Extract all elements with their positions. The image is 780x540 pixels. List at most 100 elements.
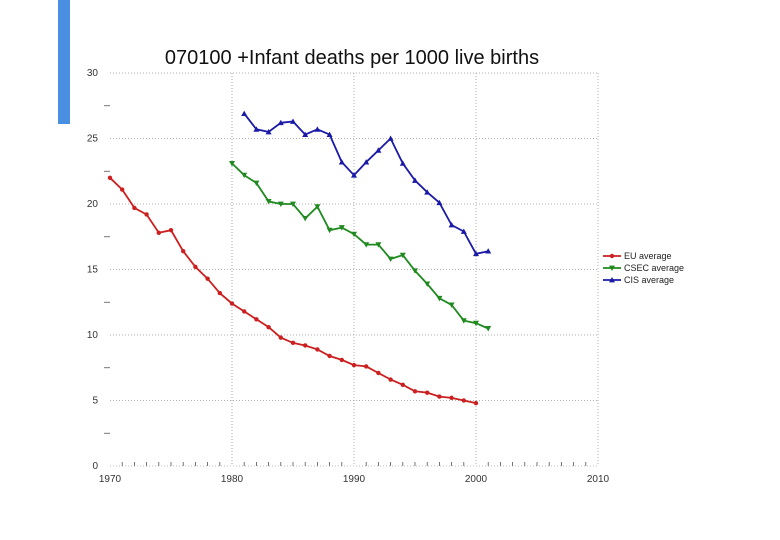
data-point-csec-average: [473, 320, 479, 327]
data-point-eu-average: [107, 175, 113, 180]
axes: 0 5 10 15 20 25 30 1970 1980 1990 2000 2010: [87, 68, 610, 485]
data-point-eu-average: [303, 343, 308, 348]
data-point-csec-average: [265, 198, 272, 205]
data-point-csec-average: [363, 242, 370, 248]
data-point-csec-average: [375, 242, 382, 248]
data-point-cis-average: [302, 131, 309, 137]
data-point-csec-average: [448, 302, 455, 308]
data-point-eu-average: [437, 394, 442, 399]
data-point-eu-average: [266, 324, 271, 330]
data-point-eu-average: [290, 340, 296, 346]
slide-accent-bar: [58, 0, 70, 124]
data-point-cis-average: [473, 250, 479, 257]
data-point-cis-average: [412, 177, 418, 183]
data-point-cis-average: [351, 172, 357, 178]
legend: EU average CSEC average CIS average: [603, 251, 684, 285]
data-point-csec-average: [387, 256, 394, 263]
data-point-eu-average: [229, 301, 235, 306]
data-point-csec-average: [399, 252, 406, 259]
y-tick-label: 0: [92, 461, 98, 472]
data-point-cis-average: [448, 221, 455, 228]
data-point-cis-average: [338, 159, 345, 165]
data-point-eu-average: [327, 353, 332, 359]
data-point-eu-average: [242, 309, 247, 314]
y-tick-label: 30: [87, 68, 99, 79]
data-point-csec-average: [460, 318, 467, 324]
data-point-eu-average: [168, 228, 174, 233]
data-point-eu-average: [425, 390, 430, 395]
legend-item-cis-average: CIS average: [603, 275, 674, 285]
y-tick-label: 25: [87, 134, 99, 145]
chart-title: 070100 +Infant deaths per 1000 live birt…: [165, 47, 539, 69]
series-line-eu-average: [109, 177, 477, 404]
data-point-eu-average: [461, 398, 466, 403]
data-point-eu-average: [412, 389, 418, 394]
data-point-eu-average: [181, 248, 186, 254]
series-csec-average: [229, 160, 492, 332]
y-tick-label: 20: [87, 199, 99, 210]
y-tick-label: 5: [92, 396, 98, 407]
data-point-cis-average: [460, 228, 467, 234]
legend-label: CIS average: [624, 275, 674, 285]
data-point-eu-average: [254, 317, 259, 322]
legend-swatch-marker: [609, 277, 615, 283]
x-tick-label: 2010: [587, 474, 610, 485]
data-point-csec-average: [229, 160, 235, 167]
legend-label: CSEC average: [624, 263, 684, 273]
series-line-csec-average: [231, 162, 489, 330]
data-point-csec-average: [302, 216, 309, 222]
data-point-cis-average: [387, 135, 394, 141]
data-point-eu-average: [144, 212, 149, 217]
series-cis-average: [241, 110, 492, 257]
data-point-cis-average: [399, 160, 406, 166]
data-point-csec-average: [485, 326, 492, 332]
data-point-csec-average: [424, 281, 431, 287]
data-point-csec-average: [314, 204, 321, 210]
data-point-csec-average: [241, 172, 248, 179]
data-point-eu-average: [473, 400, 479, 406]
data-point-csec-average: [436, 295, 443, 302]
data-point-cis-average: [326, 131, 333, 137]
data-point-eu-average: [388, 377, 393, 382]
x-tick-label: 2000: [465, 474, 488, 485]
legend-label: EU average: [624, 251, 672, 261]
data-point-csec-average: [290, 201, 296, 207]
data-point-eu-average: [449, 395, 454, 401]
data-point-cis-average: [253, 126, 260, 132]
data-point-cis-average: [314, 126, 321, 132]
y-tick-label: 15: [87, 265, 99, 276]
data-point-cis-average: [265, 128, 272, 135]
data-point-eu-average: [132, 205, 137, 211]
data-point-eu-average: [120, 187, 125, 192]
series-eu-average: [107, 175, 479, 406]
legend-item-csec-average: CSEC average: [603, 263, 684, 273]
data-point-csec-average: [351, 231, 357, 238]
data-point-csec-average: [338, 225, 345, 231]
data-point-eu-average: [156, 230, 161, 236]
x-tick-label: 1980: [221, 474, 244, 485]
data-point-eu-average: [339, 357, 344, 363]
data-point-eu-average: [315, 347, 320, 352]
data-point-eu-average: [351, 362, 357, 368]
data-point-eu-average: [278, 335, 283, 340]
data-point-cis-average: [290, 118, 296, 124]
data-point-cis-average: [363, 159, 370, 165]
legend-item-eu-average: EU average: [603, 251, 672, 261]
data-point-csec-average: [412, 268, 418, 274]
grid: [110, 72, 599, 466]
y-tick-label: 10: [87, 330, 99, 341]
data-point-csec-average: [326, 227, 333, 234]
legend-swatch-marker: [609, 253, 615, 259]
data-point-cis-average: [485, 248, 492, 254]
data-point-cis-average: [241, 110, 248, 117]
data-point-eu-average: [376, 370, 381, 376]
data-point-cis-average: [375, 147, 382, 153]
data-point-eu-average: [205, 276, 210, 281]
data-point-csec-average: [253, 180, 260, 187]
legend-swatch-marker: [609, 265, 615, 271]
data-point-cis-average: [436, 199, 443, 206]
x-tick-label: 1990: [343, 474, 366, 485]
data-point-eu-average: [364, 364, 369, 369]
data-point-eu-average: [193, 264, 198, 270]
